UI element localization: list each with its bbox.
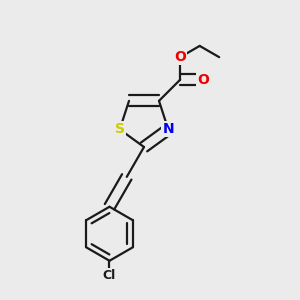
Text: O: O <box>174 50 186 64</box>
Text: Cl: Cl <box>103 269 116 282</box>
Text: S: S <box>115 122 125 136</box>
Text: N: N <box>162 122 174 136</box>
Text: O: O <box>197 73 208 87</box>
